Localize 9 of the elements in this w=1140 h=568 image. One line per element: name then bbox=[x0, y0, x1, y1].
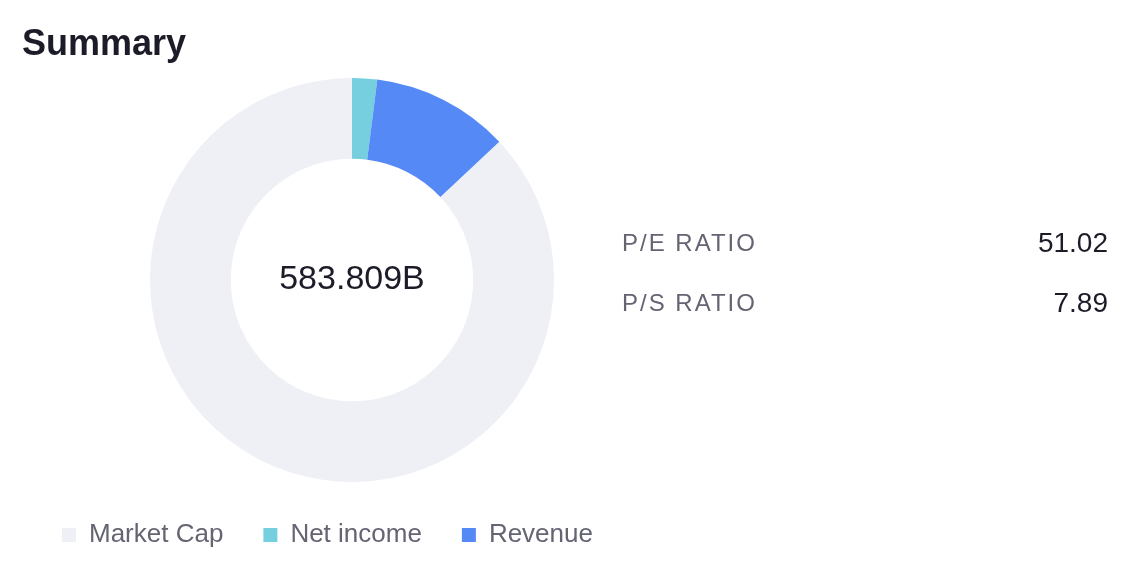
chart-title: Summary bbox=[22, 22, 187, 64]
legend-label: Market Cap bbox=[89, 518, 224, 549]
legend-label: Revenue bbox=[488, 518, 593, 549]
text: P/E RATIO bbox=[622, 229, 757, 257]
text: P/S RATIO bbox=[622, 289, 757, 317]
legend-label: Net income bbox=[290, 518, 422, 549]
text: 583.809B bbox=[279, 258, 425, 297]
text: 7.89 bbox=[1053, 287, 1108, 319]
text: 51.02 bbox=[1037, 227, 1108, 259]
